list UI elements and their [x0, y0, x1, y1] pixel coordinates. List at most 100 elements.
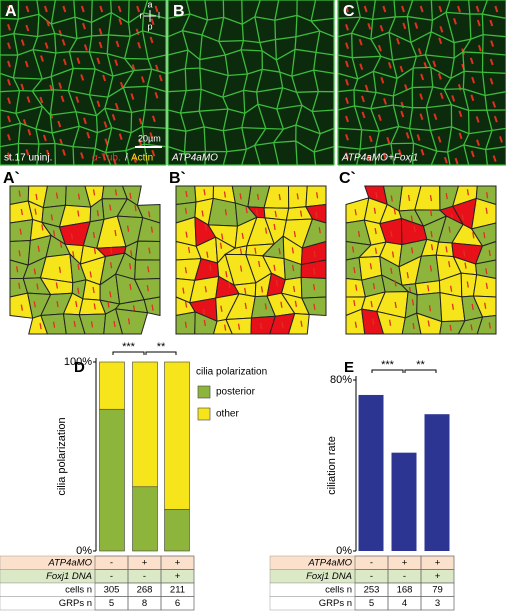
cell-edge	[429, 130, 438, 152]
cell-edge	[241, 127, 248, 150]
cilia	[154, 91, 159, 99]
cilia	[203, 319, 206, 327]
cilia	[449, 324, 452, 331]
cell	[305, 185, 327, 208]
cilia	[458, 110, 463, 118]
cell	[207, 197, 239, 227]
cell-edge	[337, 32, 352, 38]
cell-edge	[425, 107, 432, 131]
cilia	[7, 24, 11, 31]
cell-edge	[95, 115, 98, 133]
cilia	[499, 136, 503, 143]
cell-edge	[462, 51, 483, 54]
cell-edge	[37, 32, 55, 38]
stain-label: /	[125, 153, 128, 164]
cell-edge	[446, 126, 453, 153]
cilia	[471, 303, 474, 311]
cell-edge	[468, 0, 471, 15]
cell-edge	[32, 36, 39, 50]
cilia	[52, 230, 56, 237]
cilia	[256, 193, 260, 200]
cell-edge	[141, 109, 146, 127]
cilia	[363, 5, 368, 13]
cell-edge	[354, 105, 371, 110]
cilia	[89, 271, 92, 278]
cilia	[114, 229, 117, 237]
cell-edge	[243, 89, 257, 93]
cell	[472, 274, 497, 298]
cell: -	[370, 571, 373, 582]
cilia	[398, 149, 402, 156]
legend-label: other	[216, 409, 239, 420]
cell-edge	[485, 130, 493, 150]
cell-edge	[273, 142, 280, 166]
cell-edge	[337, 72, 358, 80]
cell-edge	[199, 34, 203, 60]
cell-edge	[256, 87, 283, 93]
cell-edge	[410, 42, 418, 57]
cilia	[345, 24, 349, 31]
orientation-label: l	[158, 10, 160, 20]
cell-edge	[104, 108, 113, 128]
cilia	[62, 5, 67, 13]
cilia	[264, 227, 268, 234]
cilia	[244, 302, 247, 309]
cell-edge	[74, 16, 92, 24]
cell-edge	[353, 89, 377, 94]
cilia	[44, 42, 49, 49]
cell-edge	[89, 51, 108, 55]
cilia	[58, 266, 62, 273]
cilia	[58, 82, 63, 89]
caption: ATP4aMO+Foxj1	[341, 153, 418, 164]
cell-edge	[261, 50, 277, 61]
cilia	[7, 115, 11, 123]
legend-label: posterior	[216, 387, 256, 398]
cilia	[466, 189, 470, 196]
cilia	[430, 230, 433, 238]
cell-edge	[105, 127, 113, 153]
cell	[476, 314, 497, 335]
cilia	[354, 209, 357, 216]
cell-edge	[373, 70, 398, 80]
cell-edge	[413, 66, 431, 69]
cell-edge	[203, 126, 207, 152]
cilia	[379, 25, 384, 32]
cilia	[401, 5, 405, 13]
cilia	[476, 139, 480, 146]
cilia	[454, 157, 459, 165]
cell-edge	[223, 16, 243, 25]
cell-edge	[0, 32, 14, 38]
cilia	[158, 74, 163, 82]
cell-edge	[353, 89, 356, 106]
cell-edge	[122, 87, 133, 113]
significance-label: ***	[381, 359, 395, 371]
cell: 79	[432, 584, 443, 595]
cell-edge	[413, 142, 438, 152]
bar-segment	[132, 486, 158, 552]
cell-edge	[481, 14, 484, 35]
cilia	[428, 305, 432, 312]
bar	[424, 414, 450, 551]
panel-letter: C	[343, 3, 355, 20]
cilia	[437, 136, 442, 143]
cilia	[20, 39, 25, 46]
cell-edge	[390, 126, 400, 144]
cell-edge	[436, 150, 448, 153]
cilia	[451, 95, 456, 102]
cell-edge	[412, 86, 433, 89]
cell-edge	[273, 128, 284, 144]
cell-edge	[227, 108, 245, 115]
cell-edge	[370, 108, 380, 132]
cilia	[488, 322, 491, 329]
cell-edge	[222, 130, 228, 152]
cell: -	[110, 557, 113, 568]
cell	[42, 185, 67, 209]
cell-edge	[167, 89, 187, 93]
cell-edge	[112, 69, 135, 77]
cell	[134, 259, 161, 280]
cilia	[129, 283, 132, 290]
cilia	[25, 5, 30, 13]
cell: +	[402, 557, 408, 568]
cilia	[357, 230, 361, 238]
cell-edge	[167, 13, 191, 19]
